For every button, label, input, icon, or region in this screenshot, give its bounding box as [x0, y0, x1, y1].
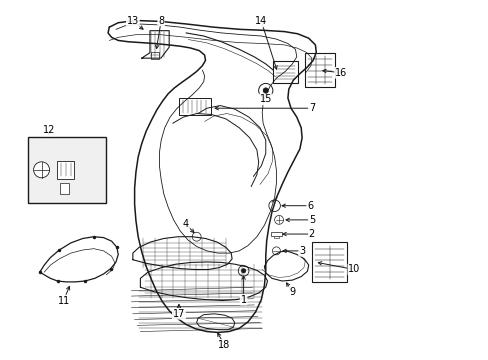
Bar: [60, 183, 69, 194]
Text: 3: 3: [299, 246, 305, 256]
Text: 15: 15: [259, 94, 271, 104]
Circle shape: [34, 162, 49, 178]
Circle shape: [258, 84, 272, 98]
Bar: [270, 232, 281, 236]
Bar: [273, 236, 279, 238]
Circle shape: [268, 200, 280, 211]
Bar: [150, 51, 159, 59]
Text: 12: 12: [42, 125, 55, 135]
Text: 11: 11: [58, 296, 70, 306]
Text: 1: 1: [240, 294, 246, 305]
Text: 5: 5: [308, 215, 314, 225]
FancyBboxPatch shape: [304, 53, 335, 87]
FancyBboxPatch shape: [312, 243, 346, 282]
Bar: [57, 161, 74, 179]
Text: 16: 16: [334, 68, 346, 78]
Circle shape: [274, 215, 283, 224]
Text: 18: 18: [218, 340, 230, 350]
Text: 13: 13: [126, 17, 139, 26]
Circle shape: [192, 232, 201, 241]
Text: 4: 4: [183, 219, 189, 229]
Circle shape: [263, 88, 268, 93]
Circle shape: [238, 266, 248, 276]
FancyBboxPatch shape: [179, 98, 211, 115]
Bar: [28, 138, 105, 203]
Text: 17: 17: [172, 309, 185, 319]
Text: 6: 6: [306, 201, 312, 211]
Text: 8: 8: [158, 15, 164, 26]
Circle shape: [272, 247, 280, 255]
Text: 10: 10: [347, 265, 360, 274]
Text: 7: 7: [308, 103, 314, 113]
Circle shape: [241, 269, 245, 273]
Bar: [273, 61, 297, 82]
Text: 14: 14: [255, 17, 267, 26]
Text: 2: 2: [308, 229, 314, 239]
Text: 9: 9: [289, 287, 295, 297]
